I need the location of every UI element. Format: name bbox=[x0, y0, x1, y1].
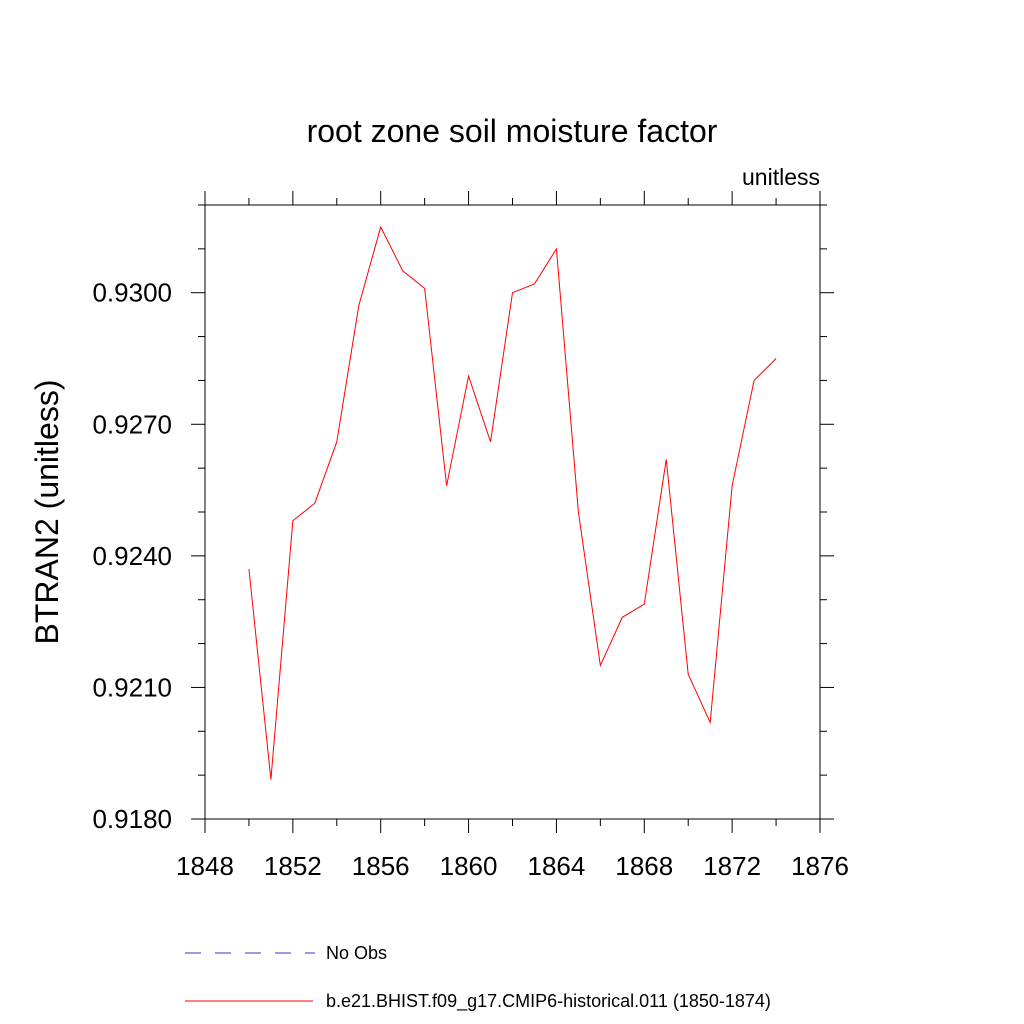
y-tick-label: 0.9300 bbox=[92, 278, 172, 308]
x-tick-label: 1848 bbox=[176, 851, 234, 881]
legend-label-no-obs: No Obs bbox=[326, 943, 387, 963]
plot-frame bbox=[204, 204, 821, 820]
y-axis-ticks bbox=[191, 204, 834, 820]
chart-title: root zone soil moisture factor bbox=[307, 113, 718, 149]
y-tick-label: 0.9180 bbox=[92, 804, 172, 834]
x-tick-label: 1856 bbox=[352, 851, 410, 881]
series-layer bbox=[248, 225, 777, 780]
series-line-historical bbox=[248, 225, 777, 780]
legend: No Obs b.e21.BHIST.f09_g17.CMIP6-histori… bbox=[185, 943, 771, 1012]
x-tick-label: 1872 bbox=[703, 851, 761, 881]
y-axis-tick-labels: 0.9180 0.9210 0.9240 0.9270 0.9300 bbox=[92, 278, 172, 834]
x-tick-label: 1852 bbox=[264, 851, 322, 881]
x-tick-label: 1876 bbox=[791, 851, 849, 881]
x-axis-tick-labels: 1848 1852 1856 1860 1864 1868 1872 1876 bbox=[176, 851, 849, 881]
legend-label-historical: b.e21.BHIST.f09_g17.CMIP6-historical.011… bbox=[326, 991, 771, 1012]
x-axis-ticks bbox=[204, 191, 821, 833]
x-tick-label: 1864 bbox=[528, 851, 586, 881]
y-tick-label: 0.9240 bbox=[92, 541, 172, 571]
x-tick-label: 1868 bbox=[615, 851, 673, 881]
y-tick-label: 0.9270 bbox=[92, 409, 172, 439]
y-axis-label: BTRAN2 (unitless) bbox=[29, 380, 65, 645]
y-tick-label: 0.9210 bbox=[92, 672, 172, 702]
x-tick-label: 1860 bbox=[440, 851, 498, 881]
units-label: unitless bbox=[742, 164, 820, 190]
